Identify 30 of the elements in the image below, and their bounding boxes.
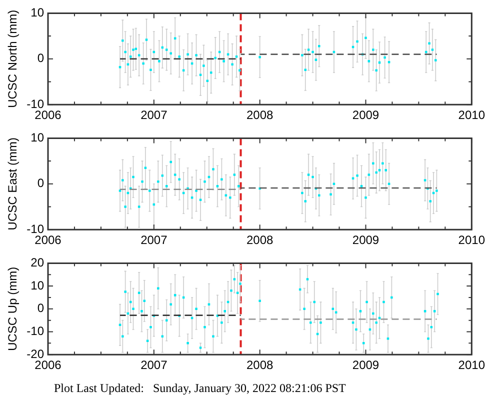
y-tick-label: 10 [30, 6, 44, 20]
x-tick-label: 2009 [352, 233, 380, 248]
x-tick-label: 2007 [140, 233, 168, 248]
x-tick-label: 2008 [246, 358, 274, 372]
y-axis-title: UCSC East (mm) [6, 138, 20, 230]
x-tick-label: 2006 [34, 233, 62, 248]
y-tick-label: -10 [26, 324, 44, 338]
y-tick-label: -20 [26, 346, 44, 361]
x-tick-label: 2010 [458, 108, 486, 122]
y-tick-label: 0 [37, 301, 44, 316]
x-tick-label: 2010 [458, 233, 486, 248]
x-tick-label: 2007 [140, 358, 168, 372]
y-tick-label: 20 [30, 256, 44, 270]
text: Plot Last Updated: Sunday, January 30, 2022 08:21:06 PST [53, 381, 347, 396]
x-tick-label: 2009 [352, 358, 380, 372]
x-tick-label: 2008 [246, 233, 274, 248]
y-tick-label: 0 [37, 51, 44, 66]
x-tick-label: 2010 [458, 358, 486, 372]
x-tick-label: 2006 [34, 358, 62, 372]
x-tick-label: 2007 [140, 108, 168, 122]
y-axis-title: UCSC Up (mm) [6, 266, 20, 351]
y-tick-label: -10 [26, 222, 44, 236]
x-tick-label: 2008 [246, 108, 274, 122]
y-tick-label: 0 [37, 176, 44, 190]
x-tick-label: 2006 [34, 108, 62, 122]
y-tick-label: 10 [30, 278, 44, 292]
y-tick-label: -10 [26, 96, 44, 111]
y-axis-title: UCSC North (mm) [6, 10, 20, 108]
y-tick-label: 10 [30, 130, 44, 145]
x-tick-label: 2009 [352, 108, 380, 122]
